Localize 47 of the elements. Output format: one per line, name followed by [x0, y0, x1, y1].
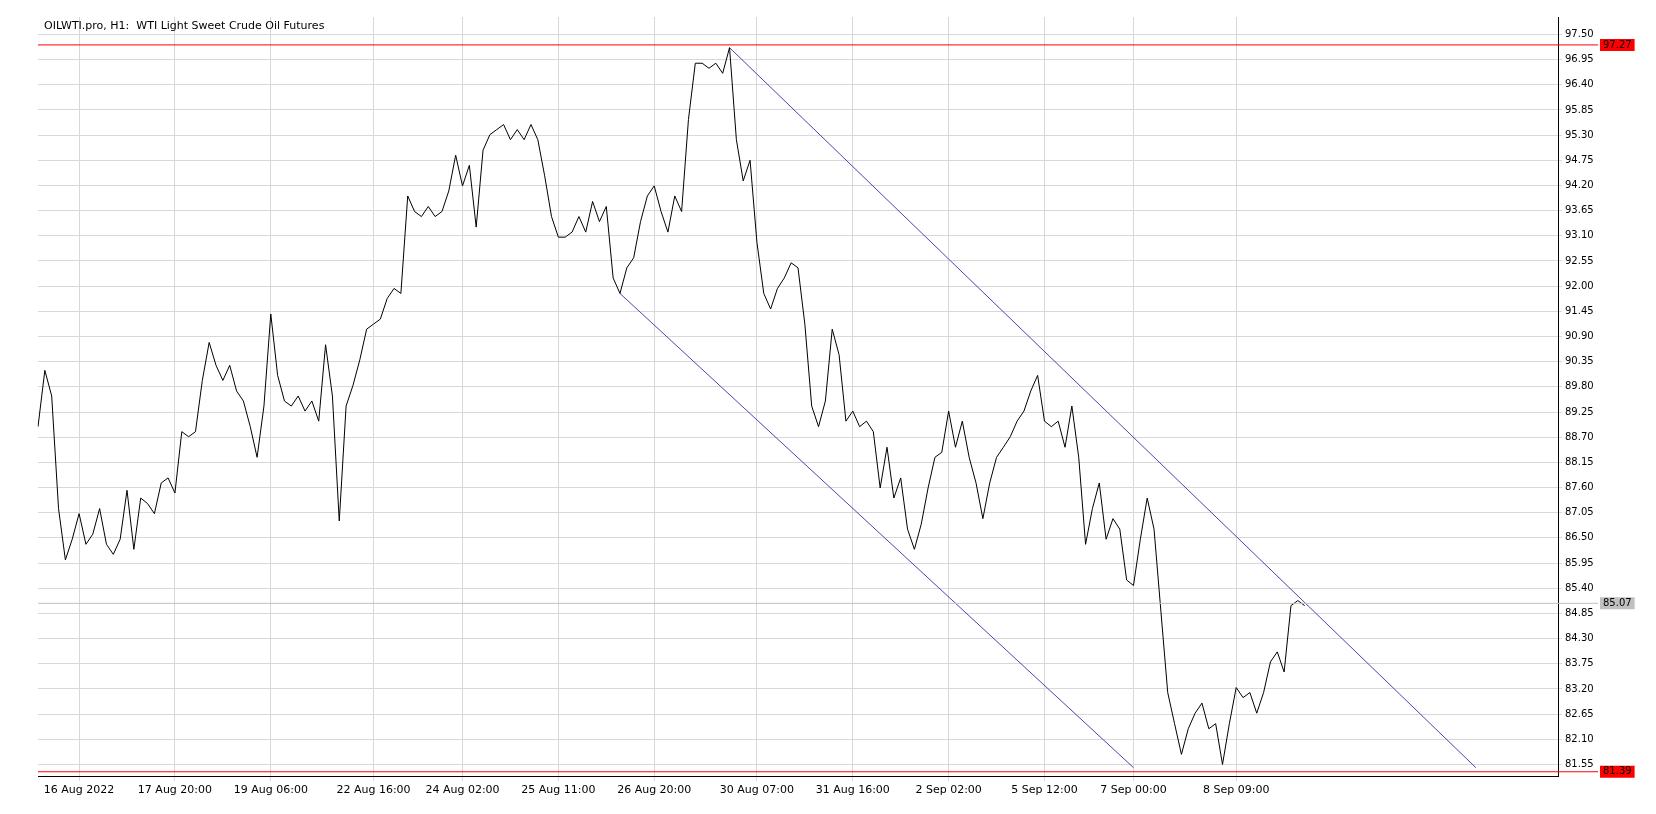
x-tick-label: 5 Sep 12:00	[1011, 783, 1078, 797]
y-tick-label: 85.95	[1565, 556, 1594, 568]
x-tick-label: 25 Aug 11:00	[521, 783, 596, 797]
y-tick-label: 96.95	[1565, 53, 1594, 65]
y-tick-label: 89.25	[1565, 405, 1594, 417]
x-tick-label: 31 Aug 16:00	[815, 783, 890, 797]
y-tick-label: 91.45	[1565, 304, 1594, 316]
y-tick-label: 87.05	[1565, 506, 1594, 518]
x-tick-label: 26 Aug 20:00	[617, 783, 692, 797]
y-tick-label: 82.65	[1565, 707, 1594, 719]
x-tick-label: 2 Sep 02:00	[915, 783, 982, 797]
y-tick-label: 93.10	[1565, 229, 1594, 241]
y-tick-label: 96.40	[1565, 78, 1594, 90]
y-tick-label: 81.55	[1565, 758, 1594, 770]
y-tick-label: 92.55	[1565, 254, 1594, 266]
x-tick-label: 24 Aug 02:00	[425, 783, 500, 797]
x-tick-label: 16 Aug 2022	[43, 783, 115, 797]
y-tick-label: 95.30	[1565, 128, 1594, 140]
ref-line-label: 97.27	[1603, 38, 1632, 50]
y-tick-label: 89.80	[1565, 380, 1594, 392]
y-tick-label: 83.75	[1565, 657, 1594, 669]
y-tick-label: 90.90	[1565, 330, 1594, 342]
y-tick-label: 84.30	[1565, 632, 1594, 644]
y-tick-label: 97.50	[1565, 27, 1594, 39]
y-tick-label: 87.60	[1565, 481, 1594, 493]
y-tick-label: 86.50	[1565, 531, 1594, 543]
y-tick-label: 83.20	[1565, 682, 1594, 694]
chart-title: OILWTI.pro, H1: WTI Light Sweet Crude Oil Futures	[44, 19, 325, 33]
x-tick-label: 8 Sep 09:00	[1202, 783, 1270, 797]
x-tick-label: 17 Aug 20:00	[137, 783, 213, 797]
ref-line-label: 85.07	[1603, 596, 1632, 608]
y-tick-label: 82.10	[1565, 732, 1594, 744]
x-tick-label: 19 Aug 06:00	[233, 783, 308, 797]
y-tick-label: 93.65	[1565, 204, 1594, 216]
y-tick-label: 85.40	[1565, 581, 1594, 593]
y-tick-label: 94.20	[1565, 179, 1594, 191]
x-tick-label: 7 Sep 00:00	[1100, 783, 1167, 797]
x-tick-label: 22 Aug 16:00	[336, 783, 411, 797]
ref-line-label: 81.39	[1603, 765, 1632, 777]
x-tick-label: 30 Aug 07:00	[719, 783, 794, 797]
y-tick-label: 92.00	[1565, 279, 1594, 291]
y-tick-label: 90.35	[1565, 355, 1594, 367]
y-tick-label: 88.70	[1565, 430, 1594, 442]
y-tick-label: 88.15	[1565, 455, 1594, 467]
y-tick-label: 95.85	[1565, 103, 1594, 115]
y-tick-label: 94.75	[1565, 153, 1594, 165]
y-tick-label: 84.85	[1565, 606, 1594, 618]
